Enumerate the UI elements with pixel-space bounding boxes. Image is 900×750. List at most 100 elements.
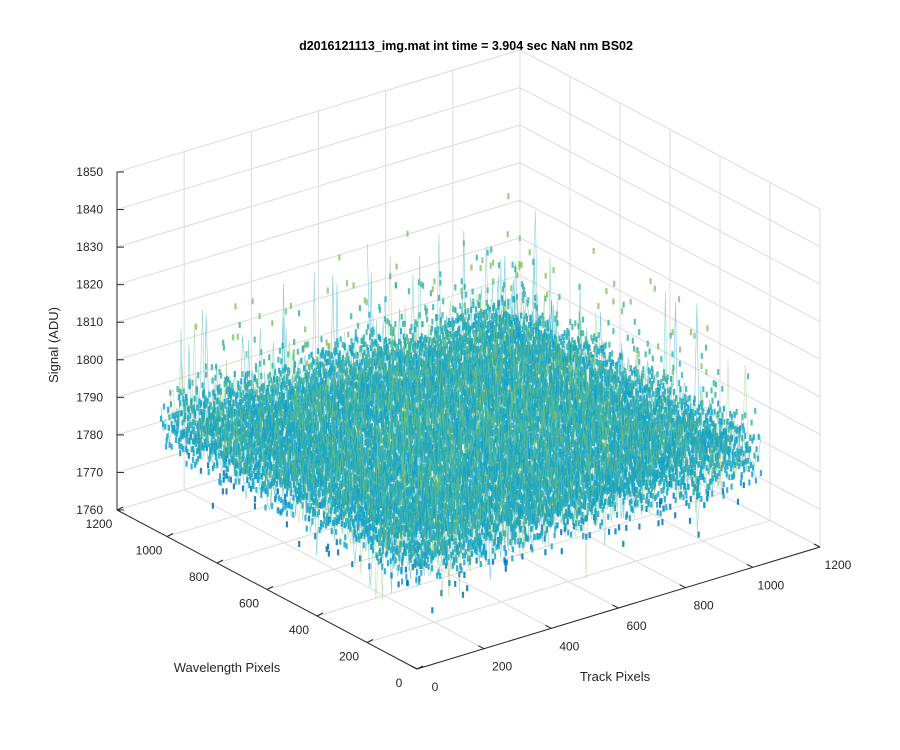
grid-line [116,199,521,323]
track-tick-label: 200 [492,660,512,674]
surface-strand [499,210,756,476]
surface-strand [453,257,710,501]
surface-plot [159,193,762,614]
z-tick-label: 1780 [76,428,103,442]
surface-strand [435,230,693,501]
wavelength-tick-label: 400 [289,623,309,637]
grid-line [519,237,821,398]
surface-strand [306,267,555,367]
surface-strand [195,193,510,330]
grid-line [519,49,821,210]
track-tick-mark [410,665,418,670]
track-axis-label: Track Pixels [580,669,651,684]
surface-strand [304,326,350,338]
track-tick-mark [477,645,485,650]
surface-strand [235,363,492,598]
surface-strand [172,328,429,577]
surface-strand [219,262,526,395]
surface-strand [326,235,521,294]
wavelength-tick-label: 200 [339,650,359,664]
track-tick-label: 600 [626,619,646,633]
surface-strand [222,413,446,483]
surface-strand [487,255,744,474]
track-tick-mark [612,604,619,609]
surface-strand [612,278,652,305]
wavelength-tick-mark [316,612,324,617]
track-tick-mark [813,543,821,548]
track-tick-mark [545,624,552,629]
surface-strand [199,397,452,477]
z-tick-label: 1840 [76,203,103,217]
track-tick-mark [679,584,686,589]
wavelength-tick-mark [116,506,124,511]
surface-strand [504,262,762,473]
wavelength-tick-mark [416,665,424,670]
surface-strand [315,273,573,530]
wavelength-tick-mark [366,639,374,643]
axes-lines [116,171,821,670]
surface-strand [258,278,436,320]
surface-strand [229,393,487,563]
wavelength-tick-mark [166,533,174,537]
surface-strand [504,498,740,572]
grid-line [116,237,521,361]
grid-line [116,274,521,398]
surface-strand [251,231,509,305]
surface-strand [298,290,510,368]
surface-strand [458,293,716,488]
z-tick-label: 1800 [76,353,103,367]
surface-strand [614,502,706,538]
surface-strand [361,338,618,546]
z-tick-label: 1850 [76,165,103,179]
surface-strand [489,262,521,271]
wavelength-tick-mark [216,559,224,564]
wavelength-axis-label: Wavelength Pixels [174,660,281,675]
grid-line [116,49,521,173]
wavelength-tick-label: 1000 [136,544,163,558]
track-tick-label: 0 [432,680,439,694]
wavelength-tick-mark [266,586,274,590]
surface-strand [475,293,733,494]
grid-line [116,87,521,211]
surface-strand [344,320,601,528]
track-tick-mark [746,563,754,568]
wavelength-tick-label: 800 [189,570,209,584]
grid-line [316,493,721,617]
chart-title: d2016121113_img.mat int time = 3.904 sec… [299,39,633,53]
grid-line [116,124,521,248]
wavelength-tick-label: 1200 [86,517,113,531]
grid-line [519,199,821,360]
z-tick-label: 1760 [76,503,103,517]
z-tick-label: 1820 [76,278,103,292]
wavelength-tick-label: 0 [396,676,403,690]
z-axis-label: Signal (ADU) [46,307,61,383]
surface-strand [236,299,368,346]
track-tick-label: 1200 [825,558,852,572]
surface-strand [234,230,409,310]
z-tick-label: 1830 [76,240,103,254]
surface-strand [300,363,561,436]
grid-line [519,274,821,435]
surface-strand [195,313,452,571]
surface-strand [378,274,636,520]
wavelength-tick-label: 600 [239,597,259,611]
track-tick-label: 400 [559,639,579,653]
grid-line [519,124,821,285]
track-tick-label: 800 [694,599,714,613]
surface-strand [608,482,745,535]
surface-strand [440,524,621,597]
surface-strand [463,490,710,578]
surface-strand [232,257,484,341]
tick-labels: 1760 1770 1780 1790 1800 1810 1820 1830 1840 1850… [76,165,851,694]
surface-strand [289,264,519,309]
z-tick-label: 1770 [76,465,103,479]
grid-line [519,162,821,323]
surface-strand [292,341,307,356]
surface-strand [169,304,427,396]
surface-strand [327,288,608,350]
z-tick-label: 1790 [76,390,103,404]
grid-line [366,520,771,643]
z-tick-label: 1810 [76,315,103,329]
surface-strand [316,265,482,363]
